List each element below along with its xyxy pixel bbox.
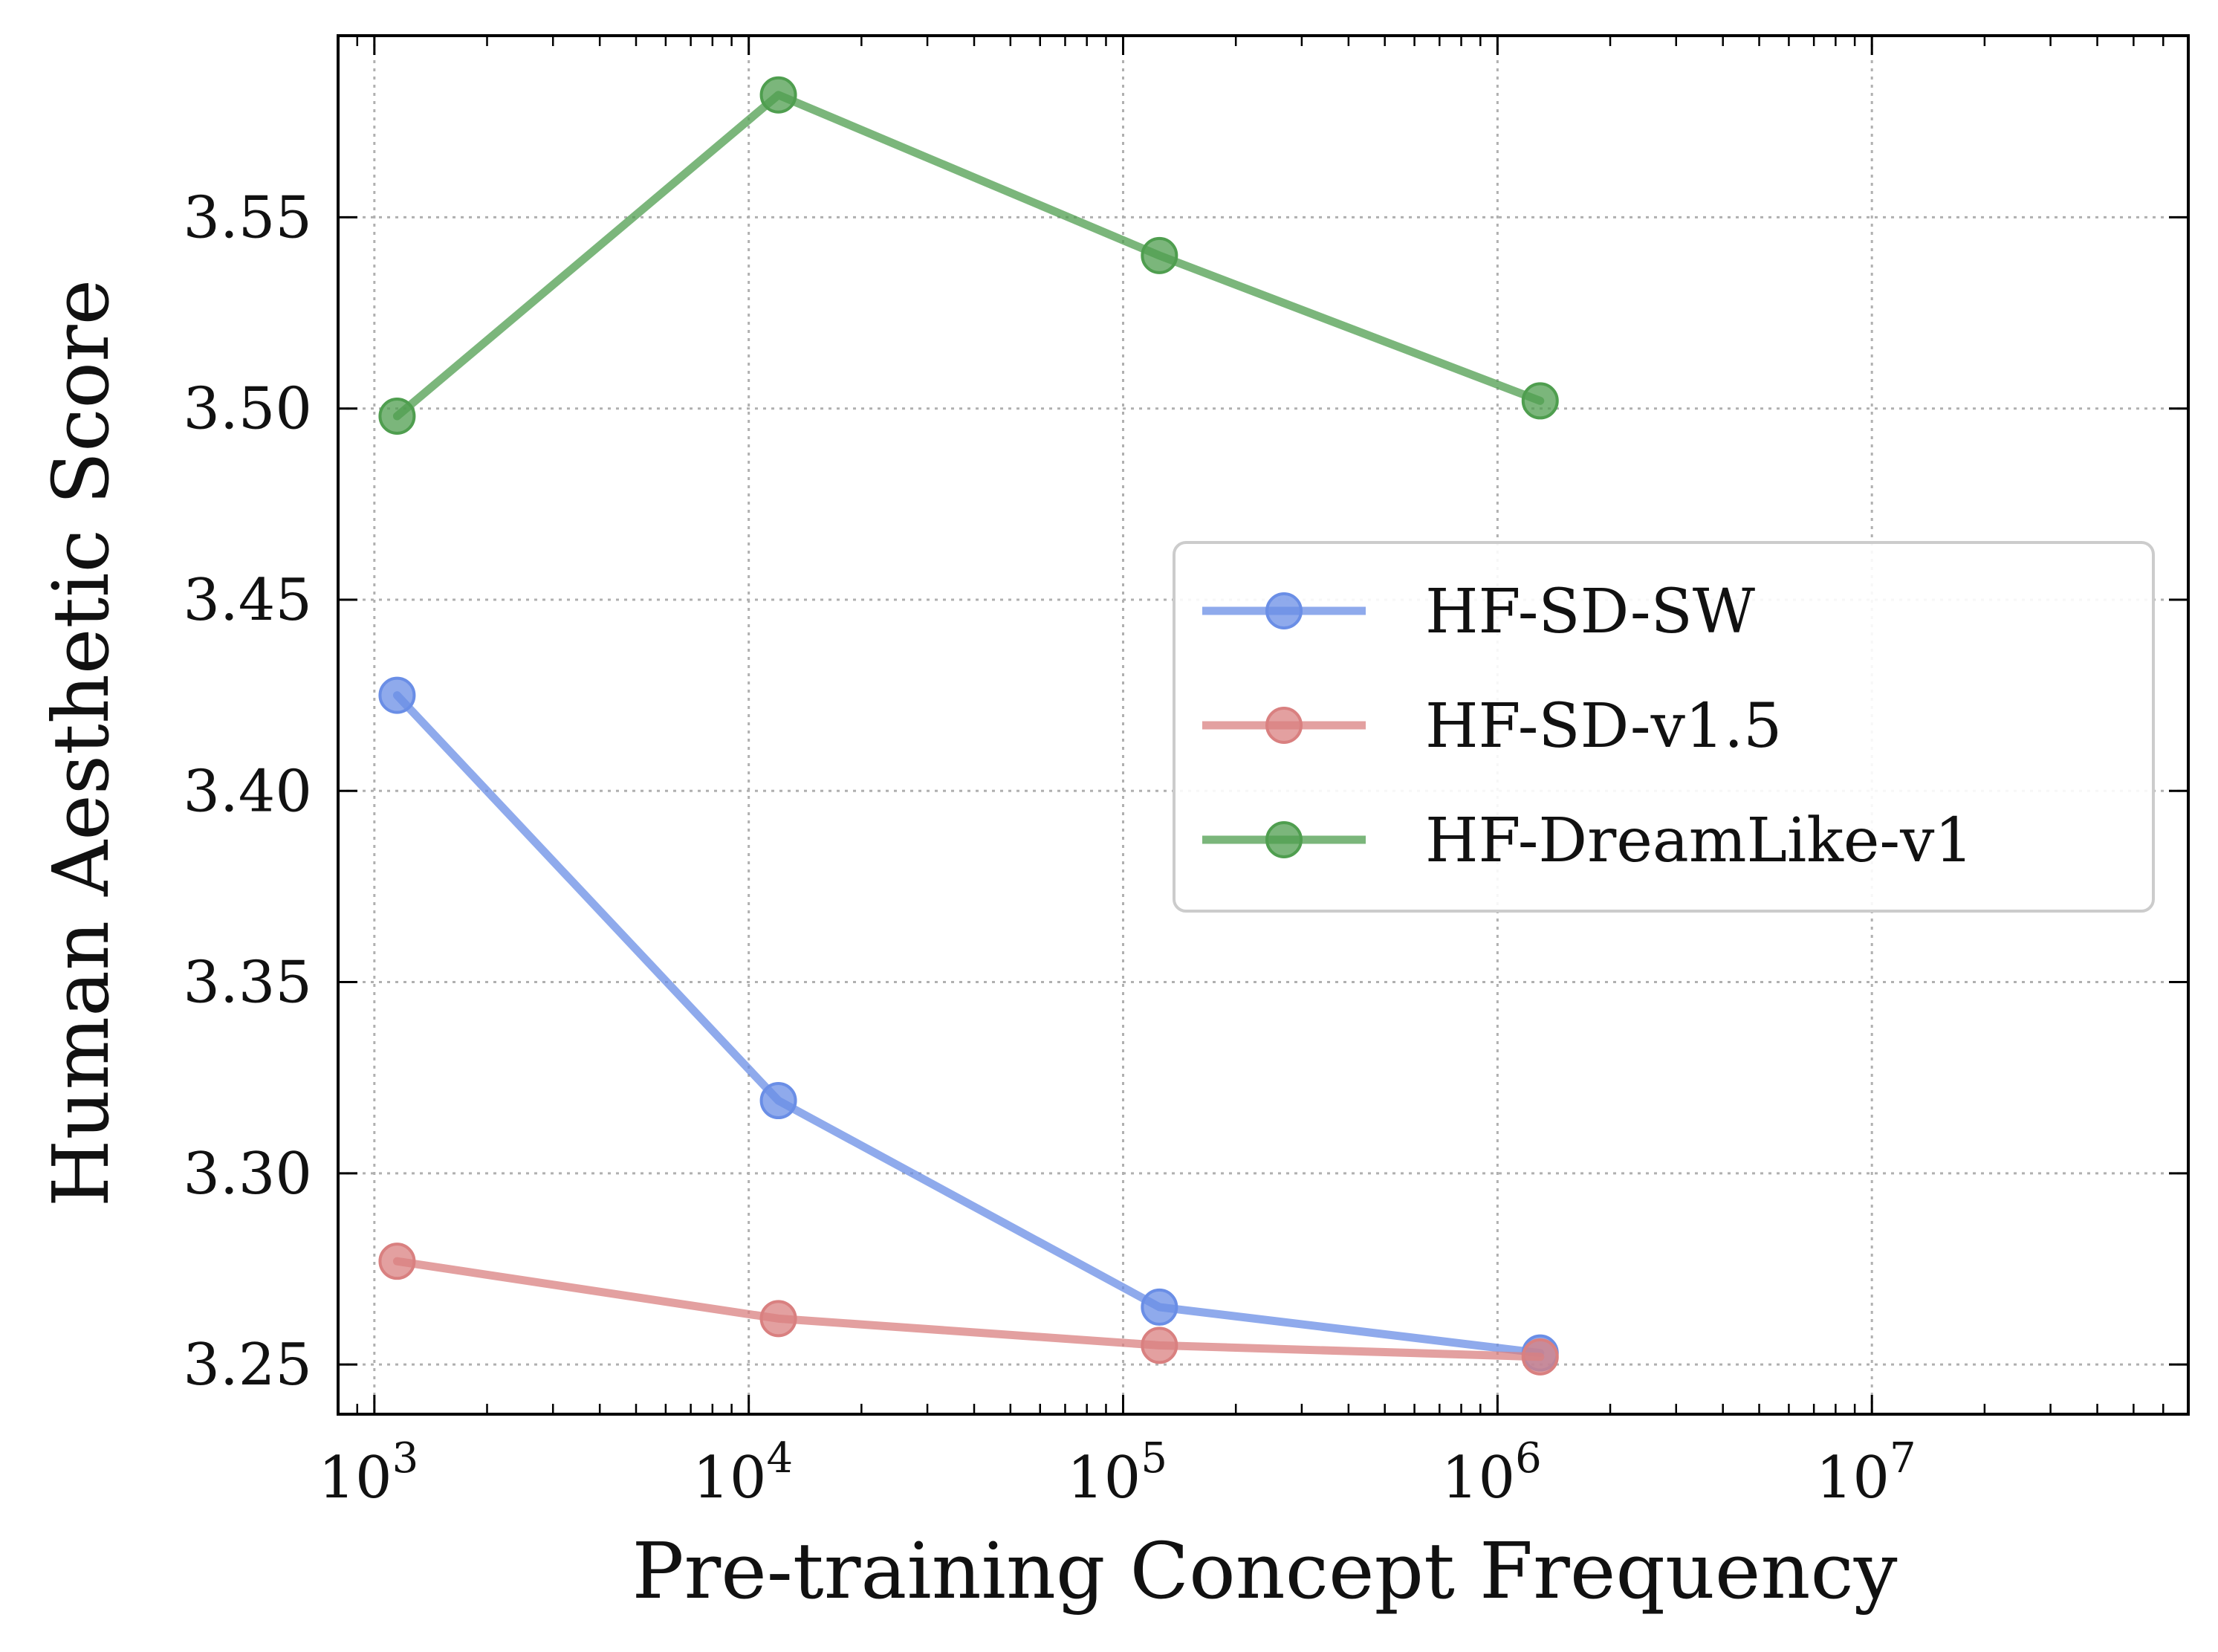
legend-item: HF-DreamLike-v1 — [1202, 806, 1974, 876]
legend: HF-SD-SW HF-SD-v1.5 HF-DreamLike-v1 — [1173, 541, 2155, 913]
legend-label: HF-DreamLike-v1 — [1425, 806, 1974, 876]
x-tick-label: 105 — [1067, 1434, 1167, 1512]
legend-label: HF-SD-SW — [1425, 577, 1756, 647]
x-tick-label: 107 — [1816, 1434, 1916, 1512]
data-point — [378, 676, 416, 714]
series-1 — [378, 676, 1559, 1372]
data-point — [1141, 1327, 1178, 1364]
series-2 — [378, 1243, 1559, 1376]
legend-item: HF-SD-v1.5 — [1202, 691, 1782, 762]
y-tick-label: 3.40 — [183, 758, 312, 825]
series-line — [392, 691, 1545, 1358]
tick-labels: 103 104 105 106 107 3.25 3.30 3.35 3.40 3.45 3.50 3… — [183, 184, 1916, 1512]
series-line — [392, 91, 1545, 421]
y-tick-label: 3.25 — [183, 1332, 312, 1399]
y-tick-label: 3.45 — [183, 567, 312, 634]
y-tick-label: 3.35 — [183, 950, 312, 1017]
data-point — [1141, 1288, 1178, 1326]
data-point — [378, 1243, 416, 1280]
legend-marker — [1265, 592, 1303, 629]
data-point — [1521, 1338, 1559, 1376]
x-tick-label: 103 — [318, 1434, 418, 1512]
y-tick-label: 3.50 — [183, 376, 312, 443]
data-point — [1141, 236, 1178, 274]
x-tick-label: 106 — [1442, 1434, 1542, 1512]
legend-item: HF-SD-SW — [1202, 577, 1756, 647]
series-3 — [378, 76, 1559, 435]
legend-box — [1173, 541, 2155, 913]
legend-label: HF-SD-v1.5 — [1425, 691, 1782, 762]
axis-ticks — [338, 36, 2188, 1414]
data-point — [378, 397, 416, 435]
plot-frame — [337, 34, 2190, 1416]
series-layer — [378, 76, 1559, 1376]
legend-marker — [1265, 707, 1303, 744]
x-tick-label: 104 — [693, 1434, 793, 1512]
data-point — [759, 1300, 797, 1338]
data-point — [1521, 382, 1559, 420]
data-point — [759, 76, 797, 114]
series-line — [392, 1257, 1545, 1361]
x-axis-title: Pre-training Concept Frequency — [632, 1526, 1898, 1616]
legend-marker — [1265, 821, 1303, 858]
data-point — [759, 1082, 797, 1120]
y-tick-label: 3.30 — [183, 1141, 312, 1208]
y-tick-label: 3.55 — [183, 184, 312, 251]
y-axis-title: Human Aesthetic Score — [36, 279, 126, 1207]
